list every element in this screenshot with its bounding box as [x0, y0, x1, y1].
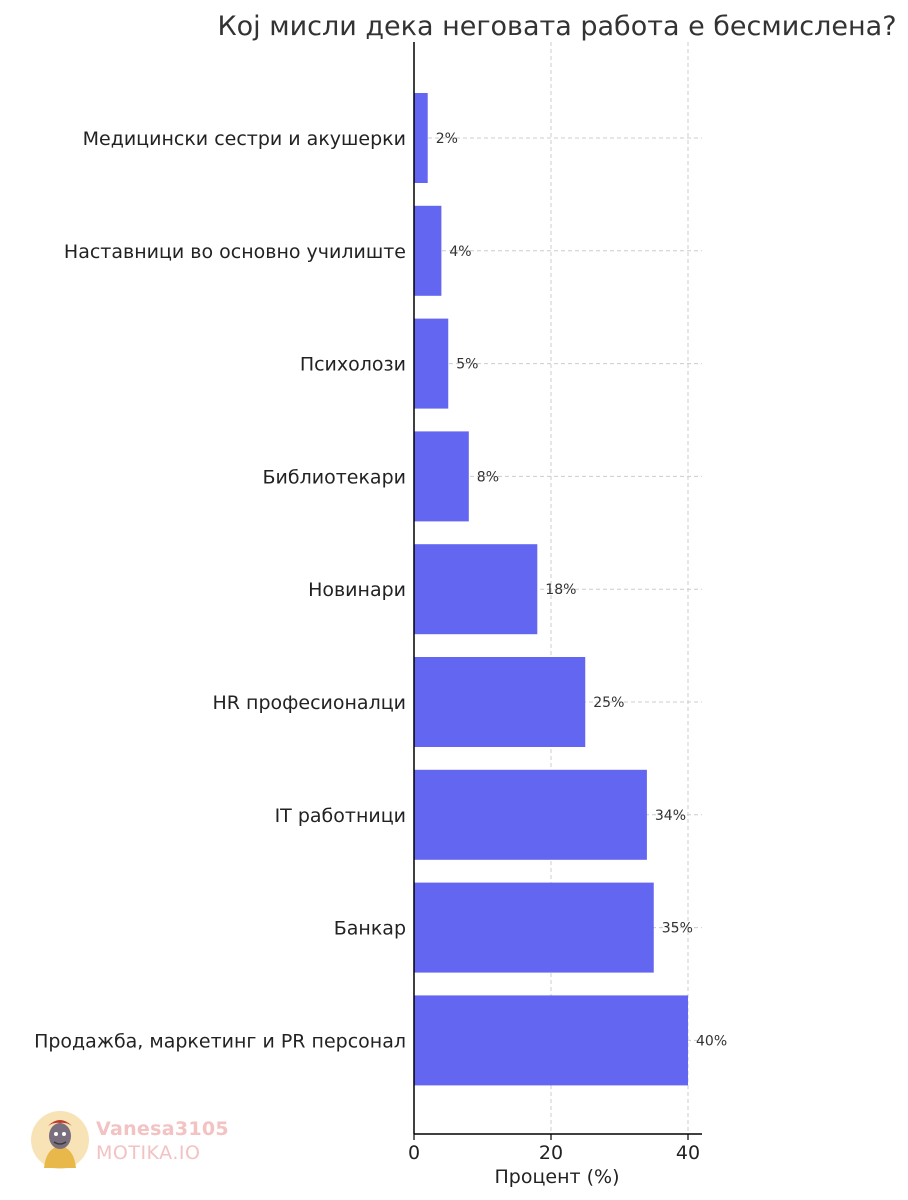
- data-label: 35%: [662, 921, 693, 937]
- category-label: Банкар: [334, 918, 406, 940]
- x-tick-label: 20: [539, 1142, 563, 1164]
- x-tick-label: 0: [408, 1142, 420, 1164]
- data-label: 4%: [449, 244, 471, 260]
- bar: [414, 544, 538, 635]
- bar: [414, 995, 688, 1086]
- category-labels: Медицински сестри и акушерки Наставници в…: [34, 128, 406, 1052]
- watermark-user: Vanesa3105: [96, 1118, 229, 1140]
- bars: [414, 93, 688, 1086]
- data-label: 18%: [545, 582, 576, 598]
- watermark: Vanesa3105 MOTIKA.IO: [30, 1110, 240, 1170]
- x-tick-label: 40: [676, 1142, 700, 1164]
- bar: [414, 205, 442, 296]
- category-label: HR професионалци: [213, 692, 406, 714]
- data-label: 8%: [477, 469, 499, 485]
- bar: [414, 318, 449, 409]
- x-ticks: 0 20 40: [408, 1134, 700, 1164]
- category-label: Новинари: [308, 579, 406, 601]
- data-label: 5%: [456, 357, 478, 373]
- category-label: IT работници: [275, 805, 406, 827]
- data-label: 2%: [436, 131, 458, 147]
- data-label: 40%: [696, 1033, 727, 1049]
- avatar-icon: [31, 1111, 89, 1169]
- category-label: Продажба, маркетинг и PR персонал: [34, 1030, 406, 1052]
- bar: [414, 431, 469, 522]
- category-label: Медицински сестри и акушерки: [83, 128, 406, 150]
- chart-title: Кој мисли дека неговата работа е бесмисл…: [217, 11, 896, 42]
- bar: [414, 657, 586, 747]
- category-label: Психолози: [300, 354, 406, 376]
- data-label: 25%: [593, 695, 624, 711]
- bar: [414, 882, 654, 973]
- data-labels: 2% 4% 5% 8% 18% 25% 34% 35% 40%: [436, 131, 727, 1049]
- bar: [414, 93, 428, 183]
- watermark-site: MOTIKA.IO: [96, 1142, 201, 1164]
- data-label: 34%: [655, 808, 686, 824]
- axes: [413, 42, 702, 1135]
- category-label: Библиотекари: [262, 466, 406, 488]
- bar: [414, 769, 647, 860]
- x-axis-title: Процент (%): [494, 1166, 619, 1188]
- category-label: Наставници во основно училиште: [64, 241, 406, 263]
